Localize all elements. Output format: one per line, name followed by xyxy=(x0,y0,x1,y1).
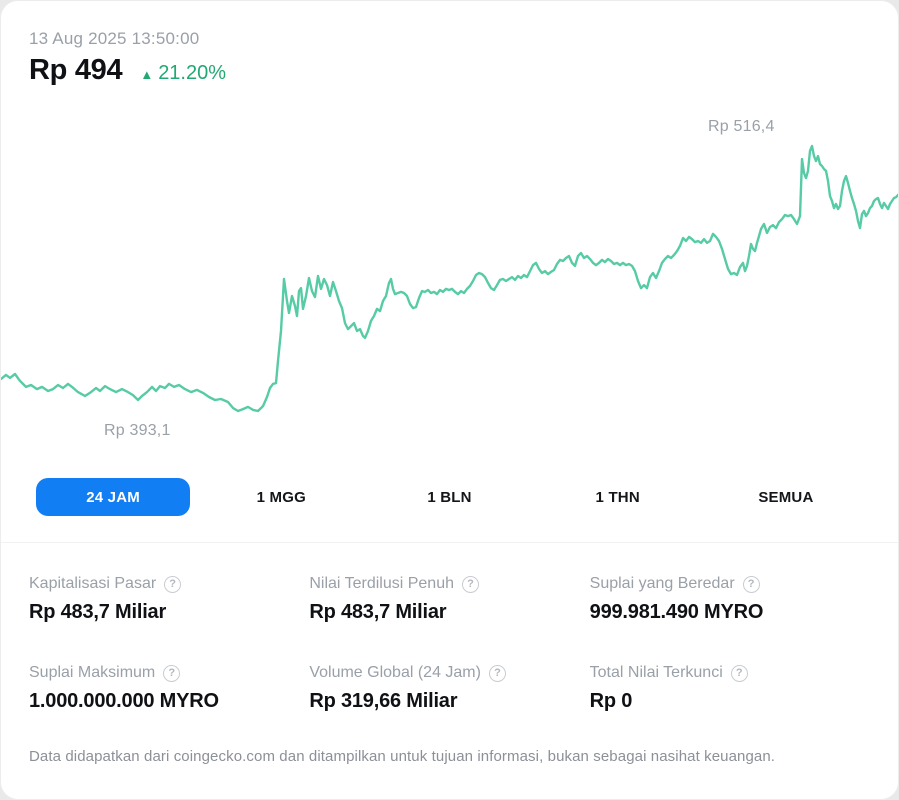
up-arrow-icon: ▲ xyxy=(140,67,154,82)
stat-circulating-supply: Suplai yang Beredar? 999.981.490 MYRO xyxy=(590,575,870,624)
stat-market-cap: Kapitalisasi Pasar? Rp 483,7 Miliar xyxy=(29,575,309,624)
help-icon[interactable]: ? xyxy=(742,575,760,593)
price-line-svg xyxy=(1,144,898,413)
tab-1-thn[interactable]: 1 THN xyxy=(595,488,640,506)
stat-value: 999.981.490 MYRO xyxy=(589,601,764,623)
stat-label: Suplai Maksimum xyxy=(29,664,156,681)
stat-value: 1.000.000.000 MYRO xyxy=(29,690,219,712)
stat-fully-diluted: Nilai Terdilusi Penuh? Rp 483,7 Miliar xyxy=(309,575,589,624)
price-chart[interactable]: Rp 516,4 Rp 393,1 xyxy=(1,1,898,471)
stat-label: Volume Global (24 Jam) xyxy=(309,664,481,681)
stats-grid: Kapitalisasi Pasar? Rp 483,7 Miliar Nila… xyxy=(29,575,870,713)
price-row: Rp 494 ▲ 21.20% xyxy=(29,54,226,87)
price-line xyxy=(1,144,898,413)
stat-value: Rp 0 xyxy=(589,690,633,712)
disclaimer: Data didapatkan dari coingecko.com dan d… xyxy=(29,748,776,765)
chart-high-label: Rp 516,4 xyxy=(708,118,775,135)
tab-1-mgg[interactable]: 1 MGG xyxy=(256,488,306,506)
stat-label: Nilai Terdilusi Penuh xyxy=(309,575,454,592)
stat-global-volume: Volume Global (24 Jam)? Rp 319,66 Miliar xyxy=(309,664,589,713)
help-icon[interactable]: ? xyxy=(488,664,506,682)
stat-total-value-locked: Total Nilai Terkunci? Rp 0 xyxy=(590,664,870,713)
stat-label: Kapitalisasi Pasar xyxy=(29,575,157,592)
tab-1-bln[interactable]: 1 BLN xyxy=(427,488,472,506)
tab-semua[interactable]: SEMUA xyxy=(758,488,814,506)
help-icon[interactable]: ? xyxy=(730,664,748,682)
help-icon[interactable]: ? xyxy=(163,664,181,682)
stat-value: Rp 483,7 Miliar xyxy=(29,601,167,623)
stat-label: Total Nilai Terkunci xyxy=(589,664,723,681)
price-change: ▲ 21.20% xyxy=(140,62,226,85)
stat-max-supply: Suplai Maksimum? 1.000.000.000 MYRO xyxy=(29,664,309,713)
help-icon[interactable]: ? xyxy=(164,575,182,593)
tab-24-jam[interactable]: 24 JAM xyxy=(36,478,191,516)
stat-value: Rp 319,66 Miliar xyxy=(309,690,458,712)
stat-label: Suplai yang Beredar xyxy=(589,575,735,592)
timeframe-tabs: 24 JAM 1 MGG 1 BLN 1 THN SEMUA xyxy=(29,478,870,516)
section-divider xyxy=(1,542,898,543)
header: 13 Aug 2025 13:50:00 Rp 494 ▲ 21.20% xyxy=(29,29,226,87)
help-icon[interactable]: ? xyxy=(462,575,479,593)
timestamp: 13 Aug 2025 13:50:00 xyxy=(29,29,200,48)
change-percent: 21.20% xyxy=(158,62,227,84)
current-price: Rp 494 xyxy=(29,54,123,86)
stat-value: Rp 483,7 Miliar xyxy=(309,601,447,623)
chart-low-label: Rp 393,1 xyxy=(104,422,171,439)
